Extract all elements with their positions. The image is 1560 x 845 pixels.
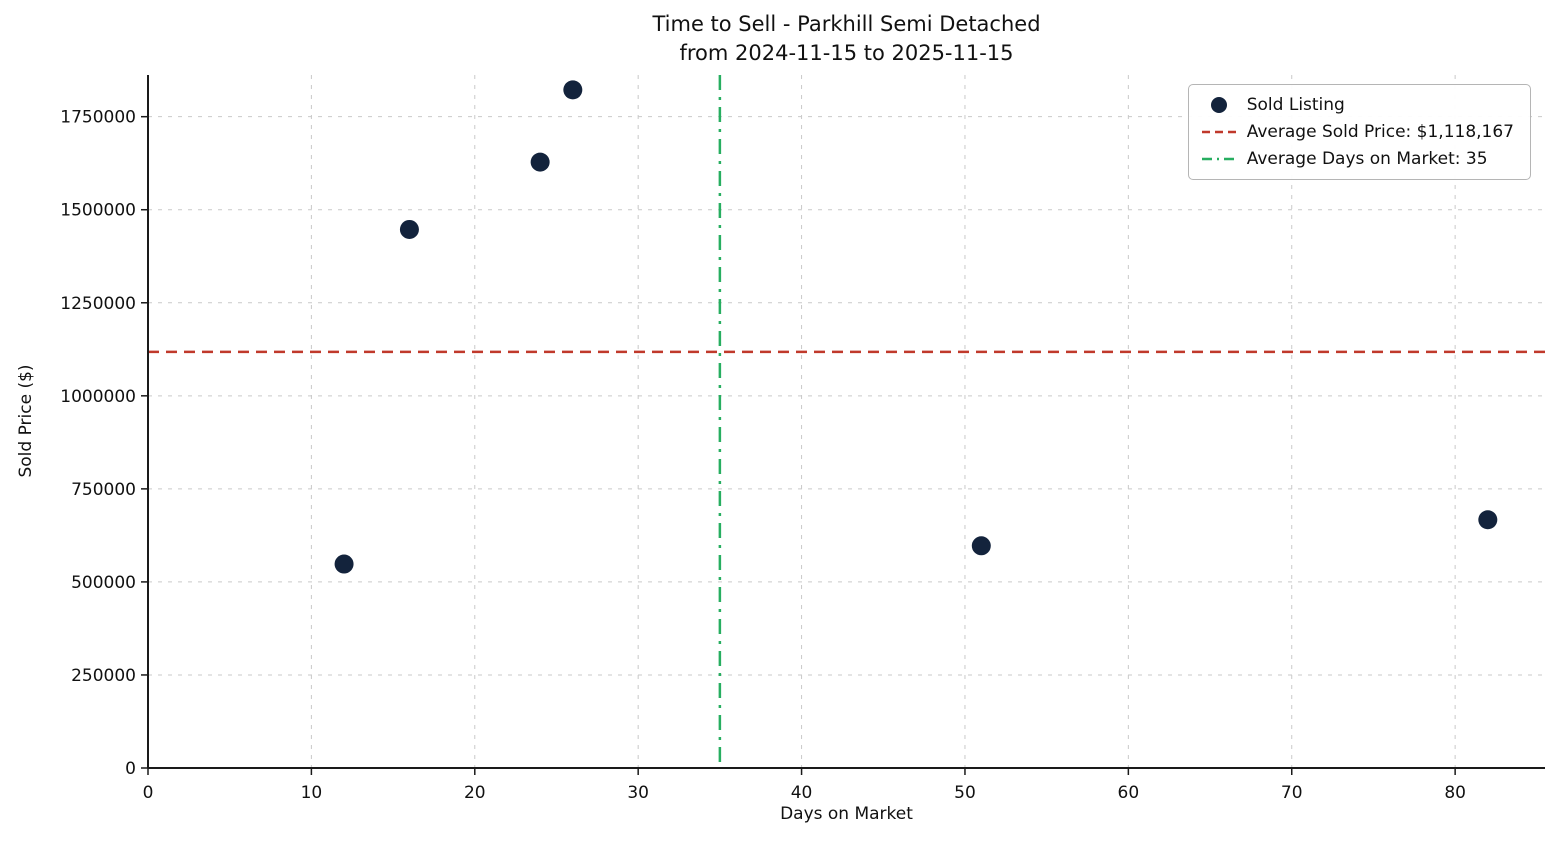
avg-price-dashed-line-icon	[1201, 124, 1237, 140]
legend: Sold Listing Average Sold Price: $1,118,…	[1187, 84, 1531, 180]
x-tick-label: 40	[791, 783, 813, 803]
chart-title-line1: Time to Sell - Parkhill Semi Detached	[652, 12, 1041, 36]
legend-item-avg-days: Average Days on Market: 35	[1201, 149, 1514, 169]
legend-item-sold-listing: Sold Listing	[1201, 95, 1514, 115]
chart-title: Time to Sell - Parkhill Semi Detached fr…	[148, 10, 1545, 68]
x-tick-label: 60	[1118, 783, 1140, 803]
y-tick-label: 1250000	[60, 294, 136, 314]
y-tick-label: 1500000	[60, 201, 136, 221]
y-tick-label: 500000	[71, 573, 136, 593]
y-tick-label: 1000000	[60, 387, 136, 407]
legend-label: Average Days on Market: 35	[1246, 149, 1488, 169]
data-point	[971, 536, 991, 556]
data-point	[563, 80, 583, 100]
y-tick-label: 250000	[71, 666, 136, 686]
legend-label: Average Sold Price: $1,118,167	[1246, 122, 1514, 142]
x-tick-label: 20	[464, 783, 486, 803]
legend-item-avg-sold-price: Average Sold Price: $1,118,167	[1201, 122, 1514, 142]
data-point	[399, 219, 419, 239]
legend-label: Sold Listing	[1246, 95, 1345, 115]
y-tick-label: 1750000	[60, 108, 136, 128]
y-axis-label: Sold Price ($)	[16, 364, 36, 478]
x-tick-label: 50	[954, 783, 976, 803]
sold-listing-marker-icon	[1201, 97, 1237, 113]
avg-days-dashdot-line-icon	[1201, 151, 1237, 167]
y-tick-label: 750000	[71, 480, 136, 500]
data-point	[1478, 510, 1498, 530]
chart-title-line2: from 2024-11-15 to 2025-11-15	[679, 41, 1014, 65]
x-axis-label: Days on Market	[780, 804, 913, 824]
x-tick-label: 70	[1281, 783, 1303, 803]
x-tick-label: 10	[301, 783, 323, 803]
data-point	[334, 554, 354, 574]
x-tick-label: 0	[143, 783, 154, 803]
data-point	[530, 152, 550, 172]
x-tick-label: 80	[1444, 783, 1466, 803]
x-tick-label: 30	[627, 783, 649, 803]
y-tick-label: 0	[125, 759, 136, 779]
